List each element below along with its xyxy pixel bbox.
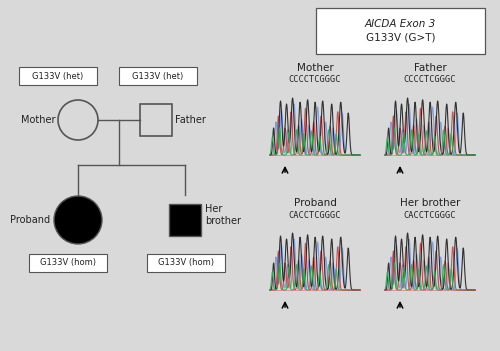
Text: G133V (hom): G133V (hom): [40, 258, 96, 267]
Text: Proband: Proband: [294, 198, 337, 208]
Text: G133V (G>T): G133V (G>T): [366, 33, 435, 43]
Text: AICDA Exon 3: AICDA Exon 3: [365, 19, 436, 29]
FancyBboxPatch shape: [316, 8, 485, 54]
Text: Father: Father: [414, 63, 446, 73]
Text: Father: Father: [175, 115, 206, 125]
FancyBboxPatch shape: [119, 67, 197, 85]
Text: CACCTCGGGC: CACCTCGGGC: [404, 211, 456, 219]
Bar: [169, 204, 201, 236]
FancyBboxPatch shape: [19, 67, 97, 85]
Text: Her brother: Her brother: [400, 198, 460, 208]
Text: CCCCTCGGGC: CCCCTCGGGC: [404, 75, 456, 85]
Text: CCCCTCGGGC: CCCCTCGGGC: [289, 75, 341, 85]
Text: Mother: Mother: [20, 115, 55, 125]
Circle shape: [54, 196, 102, 244]
Text: Proband: Proband: [10, 215, 50, 225]
Text: CACCTCGGGC: CACCTCGGGC: [289, 211, 341, 219]
FancyBboxPatch shape: [29, 254, 107, 272]
Text: Her
brother: Her brother: [205, 204, 241, 226]
Text: G133V (hom): G133V (hom): [158, 258, 214, 267]
FancyBboxPatch shape: [147, 254, 225, 272]
Text: G133V (het): G133V (het): [32, 72, 84, 80]
Text: Mother: Mother: [296, 63, 334, 73]
Bar: [140, 104, 172, 136]
Text: G133V (het): G133V (het): [132, 72, 184, 80]
